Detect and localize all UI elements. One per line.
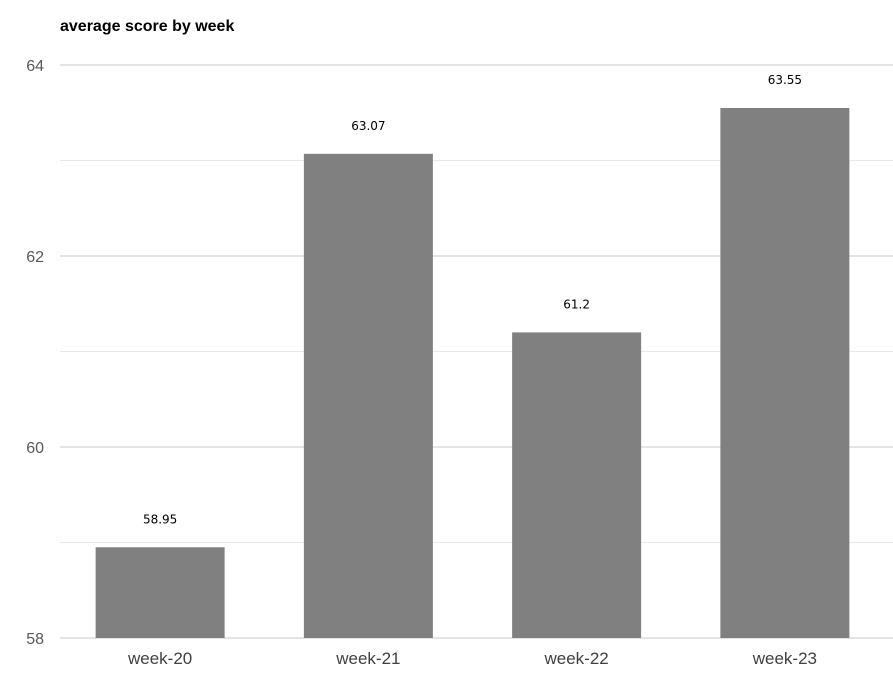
y-tick-label: 62 [26,249,44,266]
bars [95,107,850,639]
y-tick-label: 60 [26,440,44,457]
x-tick-label: week-20 [127,649,192,668]
y-axis-ticks: 58 60 62 64 [26,58,44,648]
data-label: 63.07 [351,119,385,133]
data-label: 63.55 [768,73,802,87]
data-label: 58.95 [143,512,177,526]
data-labels: 58.95 63.07 61.2 63.55 [143,73,802,526]
y-tick-label: 64 [26,58,44,75]
data-label: 61.2 [563,297,590,311]
y-tick-label: 58 [26,631,44,648]
bar-week-20 [95,547,225,638]
x-axis-ticks: week-20 week-21 week-22 week-23 [127,649,817,668]
x-tick-label: week-23 [752,649,817,668]
bar-week-23 [720,107,850,639]
x-tick-label: week-22 [543,649,608,668]
chart-title: average score by week [60,18,235,35]
x-tick-label: week-21 [335,649,400,668]
bar-week-21 [303,153,433,638]
bar-week-22 [512,332,642,638]
